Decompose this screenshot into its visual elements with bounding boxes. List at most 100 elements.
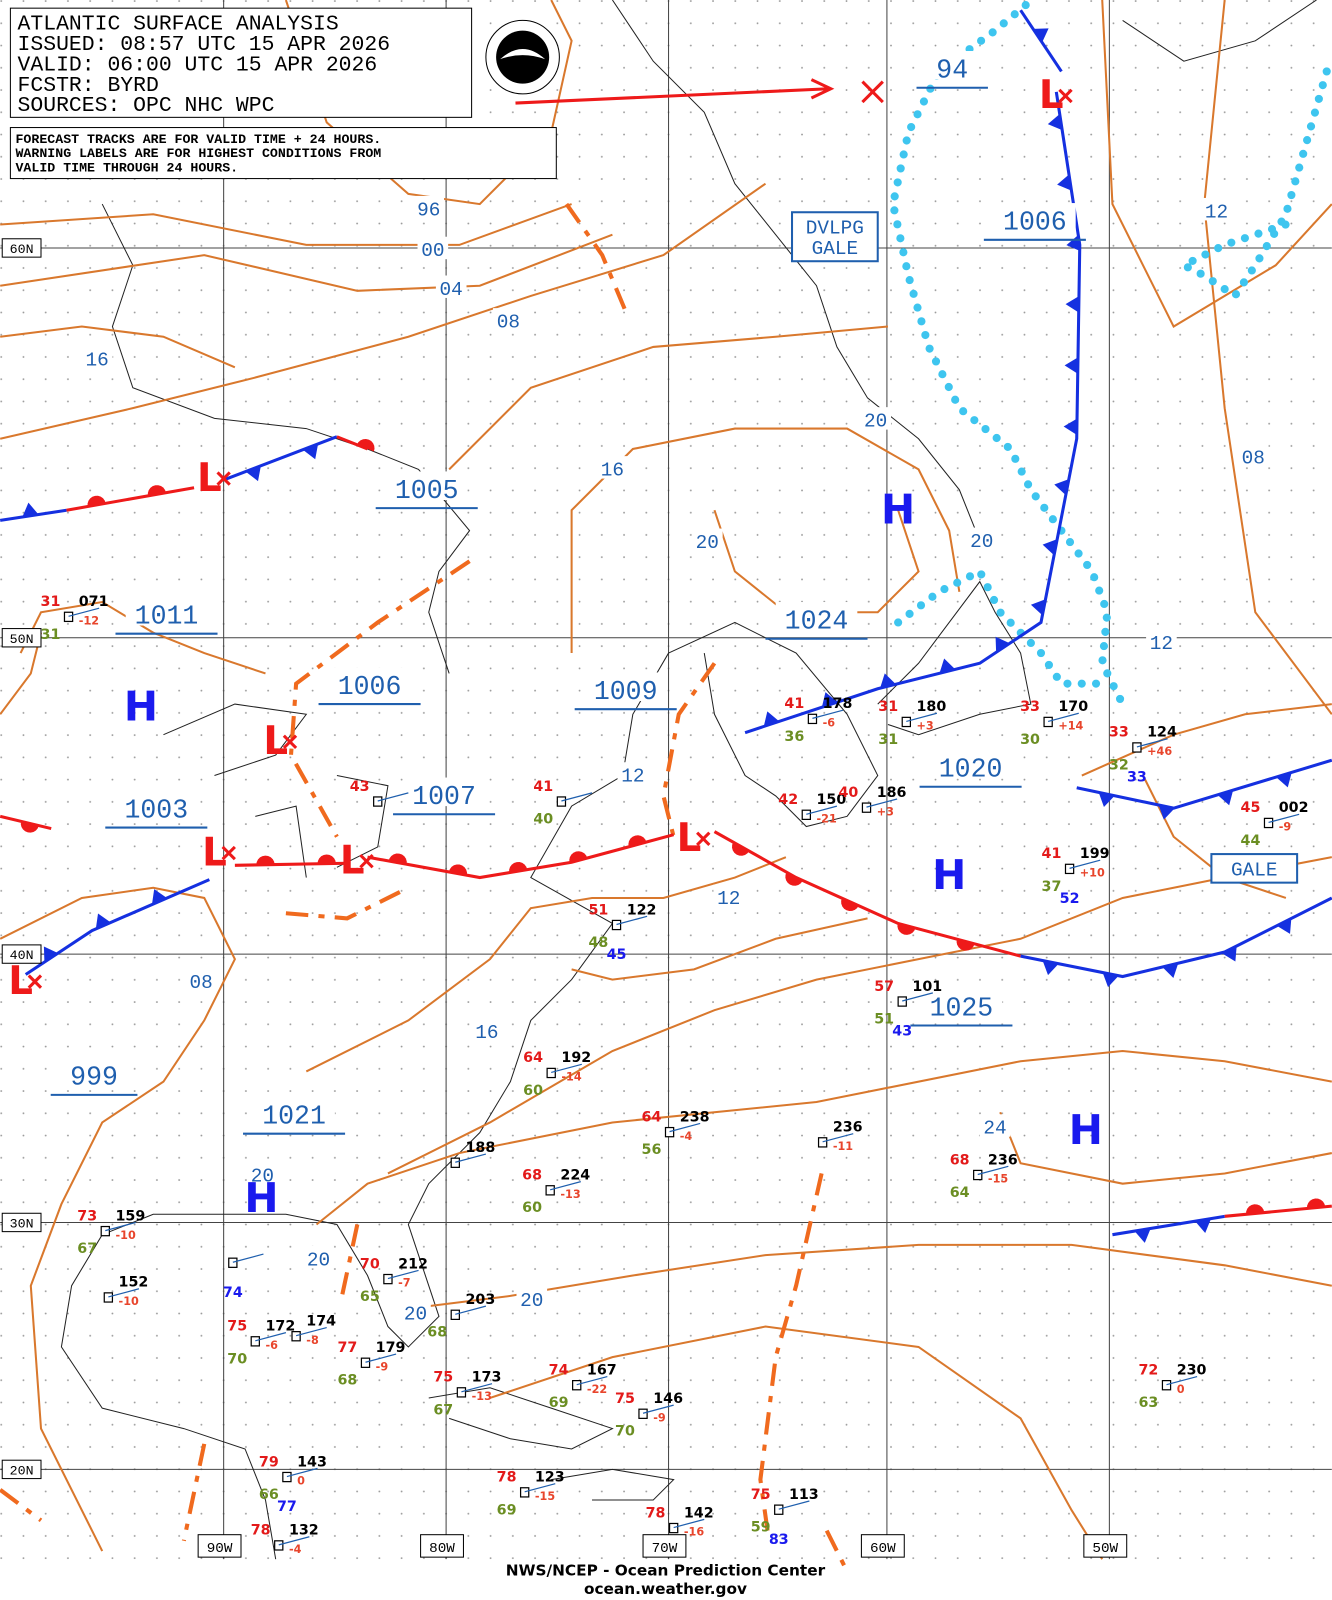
station-tendency: -9	[1279, 821, 1292, 834]
isobar	[1203, 0, 1332, 715]
warm-front-symbol	[509, 862, 528, 873]
warm-front-symbol	[147, 485, 167, 496]
station-pressure: 142	[684, 1505, 714, 1521]
low-center: L	[8, 959, 33, 1004]
station-extra: 74	[223, 1285, 243, 1301]
cold-front-symbol	[1054, 479, 1069, 496]
station-extra: 52	[1060, 891, 1080, 907]
station-pressure: 071	[79, 594, 109, 610]
station-wind-barb	[108, 1288, 140, 1298]
station-wind-barb	[550, 1181, 581, 1191]
station-tendency: -10	[119, 1295, 139, 1308]
station-marker	[373, 796, 383, 807]
station-pressure: 002	[1279, 800, 1309, 816]
warning-label: GALE	[812, 238, 859, 260]
low-center: L	[1039, 73, 1064, 118]
cold-front-symbol	[22, 502, 39, 517]
station-dewpoint: 30	[1020, 732, 1040, 748]
station-pressure: 150	[817, 792, 847, 808]
station-wind-barb	[286, 1467, 318, 1478]
station-pressure: 238	[680, 1109, 710, 1125]
station-pressure: 173	[472, 1370, 502, 1386]
station-extra: 45	[607, 947, 627, 963]
isobar	[571, 917, 868, 981]
station-temperature: 75	[433, 1370, 453, 1386]
ice-edge	[894, 565, 1107, 688]
cold-front-symbol	[1098, 792, 1115, 808]
ice-edge	[888, 1, 1127, 709]
isobar-label: 20	[696, 532, 719, 554]
center-pressure: 1011	[135, 601, 199, 631]
center-pressure-bg	[929, 750, 1012, 779]
station-dewpoint: 68	[337, 1373, 357, 1389]
station-dewpoint: 64	[950, 1185, 970, 1201]
station-wind-barb	[377, 792, 409, 802]
center-pressure: 1003	[124, 795, 188, 825]
isobar	[0, 182, 767, 440]
trough	[288, 559, 471, 838]
header-line: ISSUED: 08:57 UTC 15 APR 2026	[18, 33, 391, 57]
station-pressure: 186	[877, 785, 907, 801]
cold-front	[24, 878, 210, 976]
station-marker	[897, 996, 907, 1007]
station-marker	[274, 1540, 284, 1551]
isobar-label-bg	[597, 456, 628, 479]
station-dewpoint: 37	[1042, 879, 1062, 895]
isobar-label-bg	[692, 528, 723, 552]
station-marker	[901, 716, 911, 728]
cold-front-symbol	[1042, 539, 1058, 556]
station-pressure: 124	[1147, 725, 1177, 741]
isobar-label: 16	[601, 460, 624, 482]
noaa-logo-inner	[496, 30, 550, 84]
station-marker	[450, 1309, 460, 1320]
station-tendency: -22	[587, 1383, 607, 1396]
warning-label: DVLPG	[806, 218, 864, 240]
warm-front-symbol	[87, 495, 106, 507]
station-wind-barb	[806, 805, 838, 815]
coastline	[551, 1468, 675, 1501]
station-temperature: 45	[1241, 800, 1261, 816]
station-extra: 43	[892, 1024, 912, 1040]
station-pressure: 188	[465, 1140, 495, 1156]
longitude-label: 90W	[207, 1541, 233, 1557]
station-temperature: 64	[523, 1050, 543, 1066]
isobar-label-bg	[247, 1162, 278, 1185]
station-marker	[556, 796, 567, 807]
station-tendency: -16	[684, 1526, 704, 1539]
warm-front	[336, 435, 369, 451]
station-wind-barb	[1166, 1375, 1198, 1386]
station-wind-barb	[1268, 813, 1300, 824]
center-pressure: 94	[936, 56, 968, 86]
station-wind-barb	[1047, 712, 1079, 723]
warm-front	[234, 861, 348, 867]
cold-front-symbol	[1276, 772, 1292, 788]
cold-front-symbol	[1063, 418, 1078, 435]
center-pressure: 1009	[594, 677, 658, 707]
isobar-label: 20	[970, 531, 993, 553]
warning-box	[791, 211, 879, 263]
station-temperature: 64	[642, 1109, 662, 1125]
station-marker	[250, 1336, 260, 1347]
isobar	[305, 856, 787, 1073]
isobar	[570, 427, 961, 654]
cold-front-symbol	[1222, 945, 1237, 962]
low-center-x	[359, 854, 374, 869]
station-temperature: 78	[251, 1523, 271, 1539]
cold-front-symbol	[1162, 963, 1179, 978]
header-box	[9, 7, 473, 118]
warm-front-symbol	[785, 872, 803, 886]
isobar-label-bg	[966, 527, 998, 550]
longitude-label: 50W	[1092, 1541, 1118, 1557]
station-wind-barb	[616, 915, 648, 926]
station-marker	[861, 802, 872, 813]
footer-line: NWS/NCEP - Ocean Prediction Center	[506, 1562, 826, 1580]
coastline	[336, 775, 389, 868]
longitude-label-box	[642, 1534, 687, 1558]
station-pressure: 192	[561, 1050, 591, 1066]
station-marker	[63, 611, 74, 623]
forecast-position	[861, 80, 884, 104]
station-marker	[1043, 716, 1053, 728]
isobar	[0, 325, 236, 369]
cold-front-symbol	[1276, 918, 1292, 934]
coastline	[668, 621, 879, 828]
